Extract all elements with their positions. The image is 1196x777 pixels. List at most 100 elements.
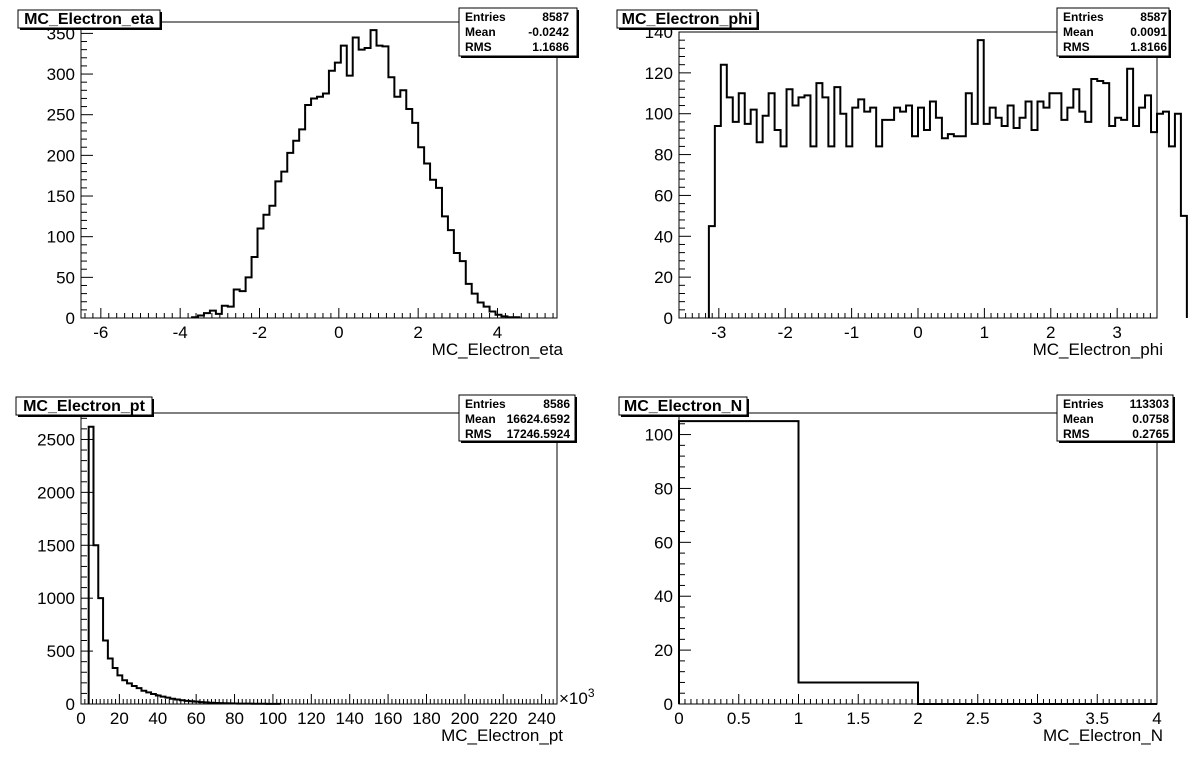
x-tick-label: 240 xyxy=(527,709,555,728)
x-tick-label: -1 xyxy=(844,323,859,342)
stats-value: 0.2765 xyxy=(1132,427,1169,441)
x-tick-label: 80 xyxy=(225,709,244,728)
x-axis-title: MC_Electron_N xyxy=(1043,726,1163,745)
x-tick-label: 120 xyxy=(297,709,325,728)
x-tick-label: -6 xyxy=(93,323,108,342)
stats-value: 8586 xyxy=(543,397,570,411)
x-tick-label: 2 xyxy=(1046,323,1055,342)
histogram-title: MC_Electron_N xyxy=(624,398,742,415)
y-tick-label: 100 xyxy=(645,426,673,445)
y-tick-label: 80 xyxy=(654,146,673,165)
histogram-title: MC_Electron_pt xyxy=(23,398,145,415)
stats-label: Entries xyxy=(465,397,506,411)
stats-value: 17246.5924 xyxy=(507,427,571,441)
stats-label: RMS xyxy=(465,40,492,54)
x-tick-label: 20 xyxy=(110,709,129,728)
x-tick-label: 3 xyxy=(1033,709,1042,728)
x-tick-label: 1.5 xyxy=(846,709,870,728)
title-box xyxy=(17,9,161,29)
plot-frame xyxy=(80,21,558,319)
title-box xyxy=(618,396,748,416)
x-tick-label: 200 xyxy=(451,709,479,728)
y-tick-label: 80 xyxy=(654,479,673,498)
x-tick-label: 0 xyxy=(674,709,683,728)
histogram-series xyxy=(191,29,521,319)
x-tick-label: 60 xyxy=(187,709,206,728)
histogram-panel-4: 0 0.5 1 1.5 2 2.5 3 3.5 4020406080100MC_Electron… xyxy=(618,394,1175,745)
x-tick-label: -2 xyxy=(778,323,793,342)
histogram-title: MC_Electron_eta xyxy=(24,11,154,28)
stats-box xyxy=(1056,7,1170,57)
x-tick-label: 140 xyxy=(336,709,364,728)
x-axis-multiplier-exponent: 3 xyxy=(588,686,595,700)
x-tick-label: 3 xyxy=(1112,323,1121,342)
y-tick-label: 150 xyxy=(47,187,75,206)
x-tick-label: 0 xyxy=(913,323,922,342)
plot-frame xyxy=(678,31,1158,319)
y-tick-label: 20 xyxy=(654,268,673,287)
stats-value: 1.1686 xyxy=(532,40,569,54)
x-tick-label: 2 xyxy=(913,709,922,728)
plot-frame xyxy=(80,412,558,705)
histogram-panel-3: 0 20 40 60 80 100 120 140 160 180 200 220 240 0 500 100… xyxy=(15,394,595,745)
x-tick-label: 40 xyxy=(148,709,167,728)
stats-value: 1.8166 xyxy=(1130,40,1167,54)
x-tick-label: 4 xyxy=(1152,709,1161,728)
y-tick-label: 0 xyxy=(66,309,75,328)
x-tick-label: 0 xyxy=(76,709,85,728)
histogram-title: MC_Electron_phi xyxy=(622,11,753,28)
stats-label: Entries xyxy=(465,10,506,24)
x-tick-label: 1 xyxy=(794,709,803,728)
x-axis-title: MC_Electron_phi xyxy=(1033,340,1163,359)
y-tick-label: 1500 xyxy=(37,536,75,555)
x-tick-label: 220 xyxy=(489,709,517,728)
y-tick-label: 0 xyxy=(66,695,75,714)
y-tick-label: 0 xyxy=(664,695,673,714)
x-tick-label: -4 xyxy=(173,323,188,342)
x-tick-label: 100 xyxy=(259,709,287,728)
y-tick-label: 40 xyxy=(654,587,673,606)
histogram-panel-1: -6 -4 -2 0 2 4050100150200250300350MC_Electro… xyxy=(17,7,579,359)
x-tick-label: 180 xyxy=(412,709,440,728)
y-tick-label: 250 xyxy=(47,106,75,125)
stats-label: RMS xyxy=(465,427,492,441)
y-tick-label: 100 xyxy=(645,105,673,124)
title-box xyxy=(616,9,758,29)
title-box xyxy=(15,396,153,416)
stats-value: -0.0242 xyxy=(528,25,569,39)
stats-label: Entries xyxy=(1063,397,1104,411)
stats-label: RMS xyxy=(1063,40,1090,54)
histogram-series xyxy=(678,420,1157,705)
histogram-series xyxy=(707,39,1188,318)
stats-label: Mean xyxy=(465,25,496,39)
stats-label: RMS xyxy=(1063,427,1090,441)
y-tick-label: 2500 xyxy=(37,430,75,449)
x-tick-label: -2 xyxy=(252,323,267,342)
x-tick-label: 0.5 xyxy=(727,709,751,728)
stats-box xyxy=(1056,394,1174,442)
histogram-series xyxy=(87,425,282,705)
y-tick-label: 100 xyxy=(47,228,75,247)
y-tick-label: 0 xyxy=(664,309,673,328)
y-tick-label: 120 xyxy=(645,64,673,83)
stats-label: Mean xyxy=(1063,25,1094,39)
y-tick-label: 2000 xyxy=(37,483,75,502)
x-tick-label: 1 xyxy=(980,323,989,342)
stats-value: 0.0758 xyxy=(1132,412,1169,426)
y-tick-label: 500 xyxy=(47,642,75,661)
x-tick-label: -3 xyxy=(711,323,726,342)
x-tick-label: 4 xyxy=(493,323,502,342)
y-tick-label: 60 xyxy=(654,533,673,552)
x-tick-label: 2.5 xyxy=(966,709,990,728)
stats-label: Entries xyxy=(1063,10,1104,24)
stats-value: 8587 xyxy=(1140,10,1167,24)
x-axis-title: MC_Electron_eta xyxy=(432,340,564,359)
x-axis-multiplier: ×103 xyxy=(559,686,595,708)
x-tick-label: 3.5 xyxy=(1085,709,1109,728)
x-axis-title: MC_Electron_pt xyxy=(441,726,563,745)
stats-label: Mean xyxy=(465,412,496,426)
stats-label: Mean xyxy=(1063,412,1094,426)
stats-box xyxy=(458,394,576,442)
y-tick-label: 300 xyxy=(47,65,75,84)
